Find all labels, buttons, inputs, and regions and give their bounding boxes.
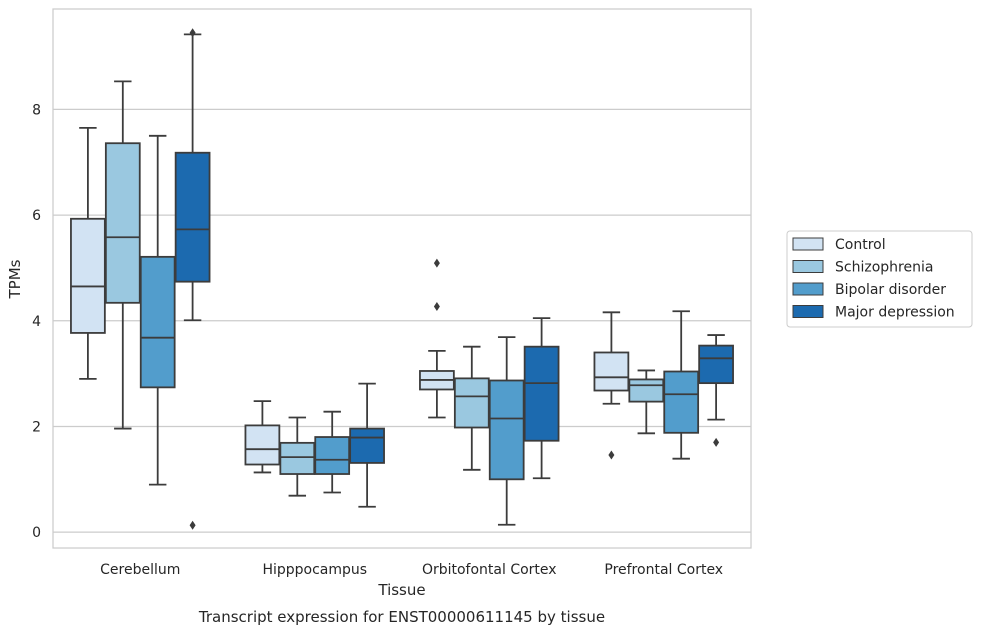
y-axis-label: TPMs [6, 259, 24, 299]
legend-frame [786, 230, 973, 328]
box-series [70, 28, 734, 530]
box-iqr [244, 424, 281, 466]
box-plot [663, 310, 700, 460]
outlier-point [608, 450, 615, 460]
outlier-point [713, 437, 720, 447]
y-tick-label: 2 [32, 419, 41, 435]
box-iqr [593, 351, 630, 392]
box-iqr [663, 370, 700, 434]
box-plot [453, 345, 490, 471]
x-tick-label: Cerebellum [100, 562, 180, 578]
x-tick-label: Prefrontal Cortex [604, 562, 723, 578]
box-iqr [488, 379, 525, 481]
outlier-point [189, 28, 196, 38]
y-tick-label: 8 [32, 102, 41, 118]
x-axis-ticks: Cerebellum Hipppocampus Orbitofontal Corte… [100, 562, 723, 578]
box-plot [244, 400, 281, 474]
box-iqr [314, 436, 351, 475]
y-axis-ticks: 0 2 4 6 8 [32, 102, 41, 541]
box-iqr [698, 344, 734, 385]
y-tick-label: 6 [32, 208, 41, 224]
box-plot [419, 258, 455, 419]
legend-item: Schizophrenia [792, 260, 933, 276]
box-plot [698, 334, 734, 447]
x-tick-label: Hipppocampus [262, 562, 367, 578]
box-plot [593, 311, 630, 460]
outlier-point [433, 258, 440, 268]
x-tick-label: Orbitofontal Cortex [422, 562, 557, 578]
legend-item: Bipolar disorder [792, 282, 946, 298]
box-iqr [174, 151, 211, 283]
box-plot [349, 382, 385, 508]
box-iqr [70, 217, 106, 334]
box-plot [314, 410, 351, 494]
legend-label: Major depression [835, 305, 955, 321]
chart-caption: Transcript expression for ENST0000061114… [198, 608, 605, 626]
box-plot [279, 416, 316, 497]
box-iqr [104, 142, 141, 304]
legend-swatch [792, 282, 824, 296]
outlier-point [433, 302, 440, 312]
legend-label: Schizophrenia [835, 260, 933, 276]
legend-swatch [792, 260, 824, 273]
outlier-point [189, 520, 196, 530]
box-plot [628, 369, 665, 435]
box-plot [174, 28, 211, 530]
box-plot [488, 336, 525, 526]
box-iqr [139, 255, 176, 389]
legend-item: Major depression [792, 305, 955, 321]
legend-swatch [792, 305, 824, 318]
box-iqr [453, 377, 490, 429]
box-iqr [279, 441, 316, 475]
box-iqr [628, 378, 665, 403]
box-iqr [523, 345, 560, 442]
plot-area-frame [52, 8, 752, 549]
box-iqr [349, 427, 385, 464]
legend-swatch [792, 237, 824, 251]
y-tick-label: 4 [32, 314, 41, 330]
legend: Control Schizophrenia Bipolar disorder Majo… [786, 230, 973, 328]
box-plot [104, 80, 141, 430]
legend-label: Control [835, 237, 886, 253]
box-plot [70, 126, 106, 380]
legend-label: Bipolar disorder [835, 282, 946, 298]
legend-item: Control [792, 237, 886, 253]
box-plot [139, 134, 176, 486]
x-axis-label: Tissue [377, 581, 425, 599]
box-plot [523, 317, 560, 480]
y-tick-label: 0 [32, 525, 41, 541]
